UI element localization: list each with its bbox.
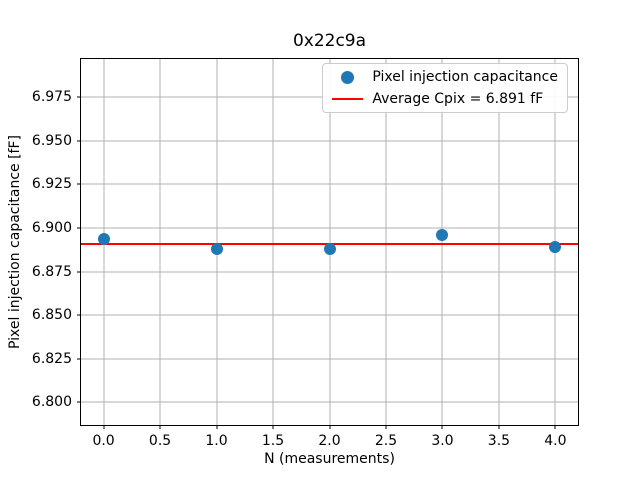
x-tick-label: 3.5 (487, 433, 511, 449)
chart-title: 0x22c9a (292, 31, 367, 51)
legend-label-series: Pixel injection capacitance (372, 69, 558, 85)
y-tick-mark (77, 140, 81, 142)
legend-handle (332, 70, 363, 84)
y-tick-label: 6.875 (31, 263, 72, 280)
x-tick-label: 3.0 (431, 433, 454, 449)
x-tick-label: 2.5 (374, 433, 398, 449)
y-tick-label: 6.825 (31, 350, 72, 367)
x-tick-label: 1.5 (261, 433, 285, 449)
y-tick-label: 6.975 (31, 89, 72, 106)
x-tick-label: 4.0 (544, 433, 567, 449)
x-tick-mark (216, 425, 218, 429)
x-gridline (329, 59, 330, 425)
data-point (97, 232, 110, 245)
x-tick-mark (554, 425, 556, 429)
x-tick-mark (272, 425, 274, 429)
x-tick-mark (159, 425, 161, 429)
data-point (323, 242, 336, 255)
x-tick-mark (498, 425, 500, 429)
y-gridline (81, 271, 578, 273)
y-tick-mark (77, 401, 81, 403)
y-gridline (81, 140, 578, 142)
legend-entry-average: Average Cpix = 6.891 fF (332, 88, 558, 110)
data-point (436, 229, 449, 242)
x-tick-label: 0.0 (92, 433, 115, 449)
x-tick-mark (103, 425, 105, 429)
data-point (210, 242, 223, 255)
x-tick-label: 2.0 (318, 433, 341, 449)
y-tick-label: 6.800 (31, 394, 72, 411)
data-point (549, 241, 562, 254)
y-gridline (81, 358, 578, 360)
y-tick-mark (77, 358, 81, 360)
y-tick-label: 6.925 (31, 176, 72, 193)
y-tick-mark (77, 183, 81, 185)
x-gridline (159, 59, 161, 425)
x-tick-mark (329, 425, 330, 429)
average-line-icon (332, 98, 364, 100)
y-tick-mark (77, 227, 81, 229)
x-gridline (216, 59, 218, 425)
plot-area: Pixel injection capacitance Average Cpix… (32, 58, 579, 449)
x-gridline (272, 59, 274, 425)
x-tick-mark (385, 425, 387, 429)
x-tick-label: 0.5 (148, 433, 172, 449)
y-tick-mark (77, 314, 81, 316)
legend-label-average: Average Cpix = 6.891 fF (372, 91, 544, 107)
x-gridline (385, 59, 387, 425)
y-gridline (81, 401, 578, 403)
x-axis-label: N (measurements) (264, 451, 395, 467)
legend-handle (332, 98, 364, 100)
y-gridline (81, 227, 578, 229)
y-tick-label: 6.950 (31, 132, 72, 149)
y-gridline (81, 183, 578, 185)
scatter-marker-icon (341, 70, 355, 84)
y-gridline (81, 314, 578, 316)
y-tick-label: 6.850 (31, 307, 72, 324)
legend: Pixel injection capacitance Average Cpix… (322, 63, 568, 113)
y-tick-mark (77, 271, 81, 273)
x-tick-mark (441, 425, 443, 429)
x-gridline (441, 59, 443, 425)
legend-entry-series: Pixel injection capacitance (332, 66, 558, 88)
y-tick-label: 6.900 (31, 220, 72, 237)
x-tick-label: 1.0 (205, 433, 228, 449)
y-tick-mark (77, 96, 81, 98)
x-gridline (498, 59, 500, 425)
y-axis-label: Pixel injection capacitance [fF] (7, 135, 23, 349)
